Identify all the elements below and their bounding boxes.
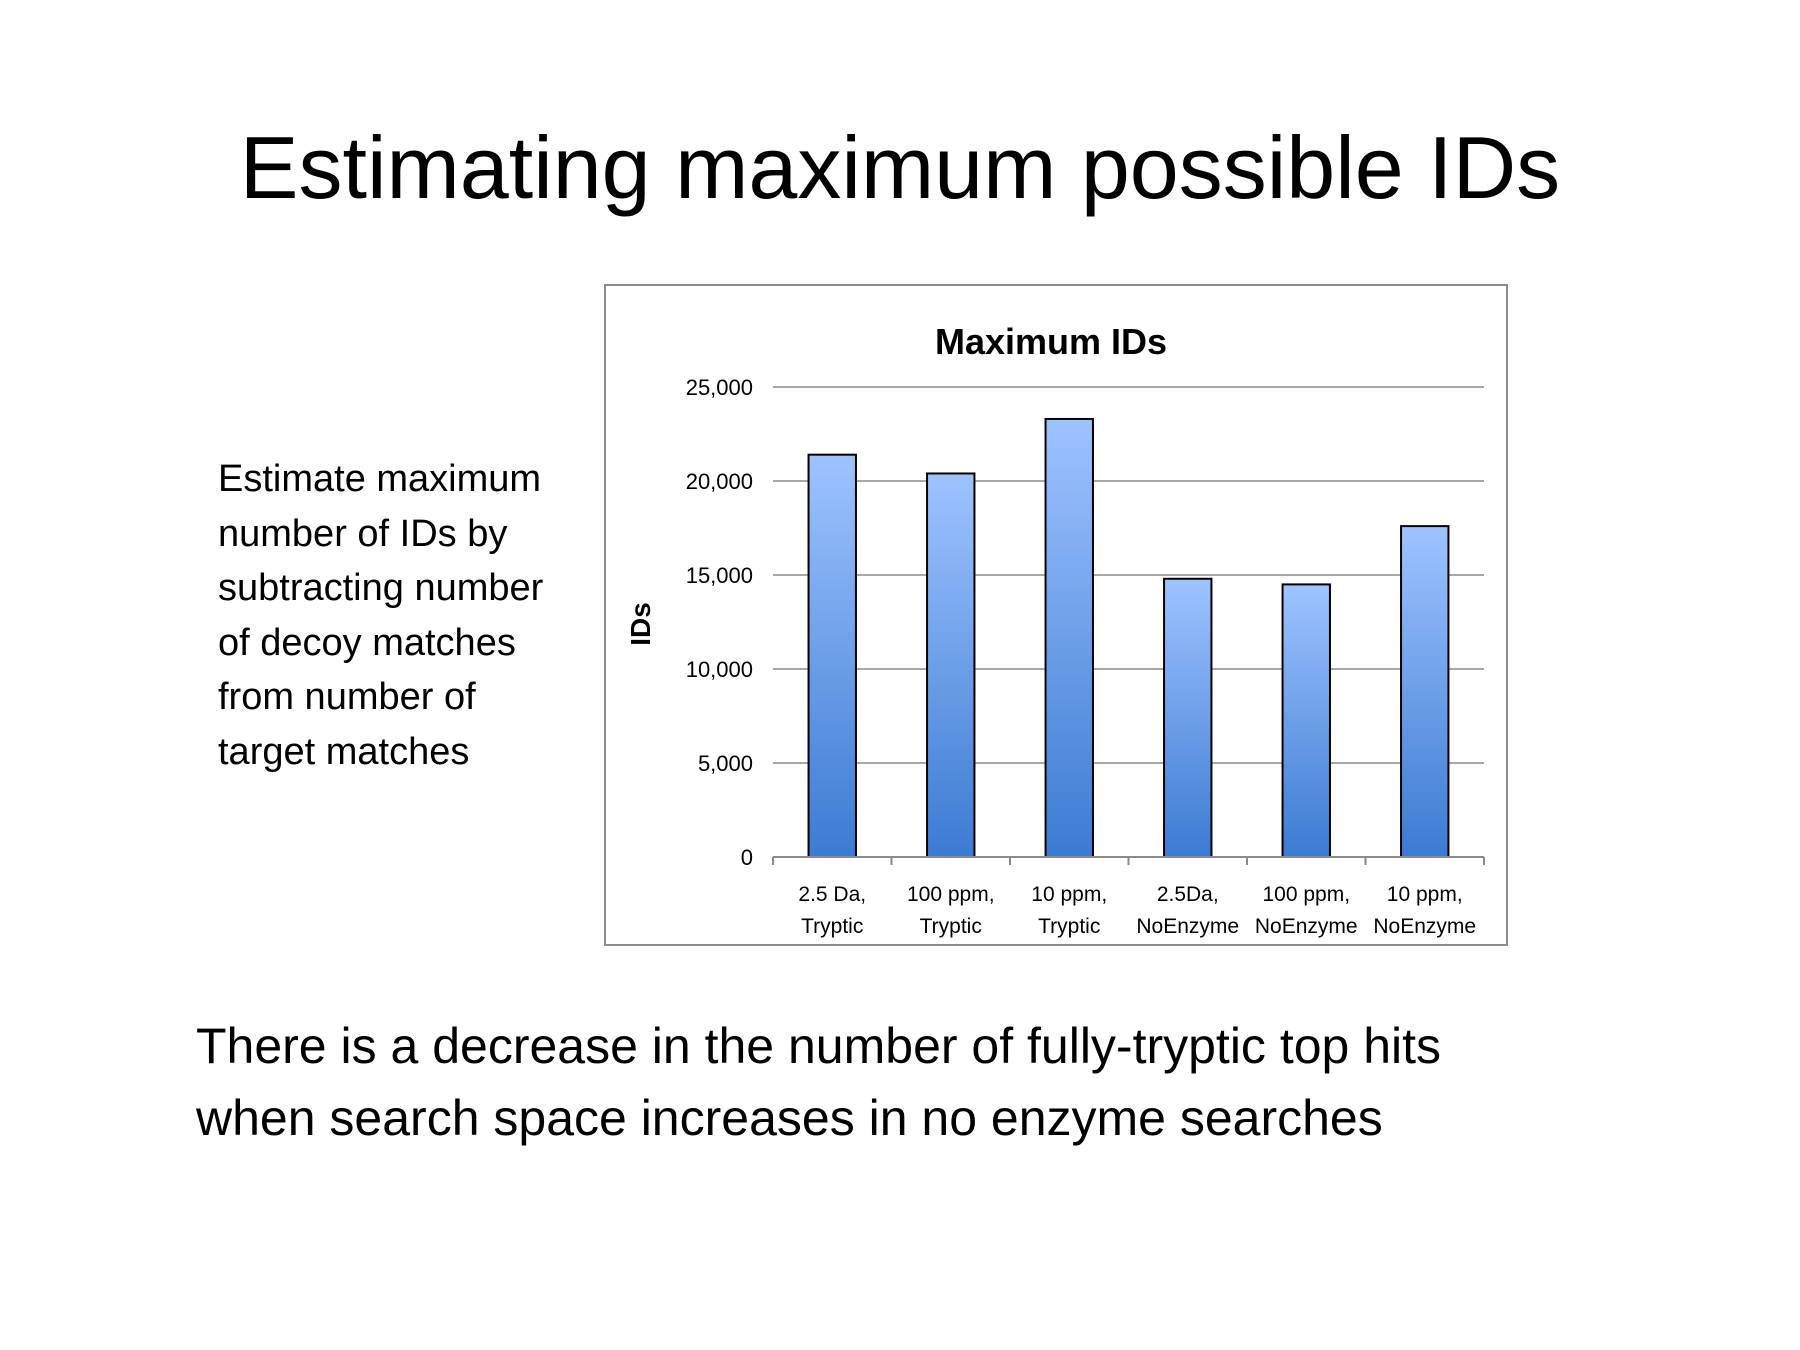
- side-description-line: number of IDs by: [218, 512, 508, 555]
- y-tick-label: 15,000: [686, 563, 753, 588]
- y-tick-label: 10,000: [686, 657, 753, 682]
- bar: [1400, 525, 1450, 858]
- y-axis-label: IDs: [625, 602, 656, 646]
- bar: [1044, 417, 1094, 859]
- bar: [1281, 583, 1331, 858]
- conclusion-text: There is a decrease in the number of ful…: [196, 1010, 1696, 1154]
- side-description-line: subtracting number: [218, 567, 544, 609]
- x-tick-label: 2.5 Da,: [798, 883, 866, 906]
- x-tick-label: NoEnzyme: [1136, 915, 1239, 938]
- grid-lines: [773, 386, 1484, 764]
- y-tick-labels: 0 5,000 10,000 15,000 20,000 25,000: [686, 375, 753, 870]
- bar-chart: Maximum IDs IDs 0 5,000 10,000 15,000 20,000…: [625, 321, 1485, 938]
- side-description: Estimate maximum number of IDs by subtra…: [218, 452, 598, 779]
- y-tick-label: 0: [741, 845, 753, 870]
- x-tick-label: 2.5Da,: [1157, 883, 1219, 906]
- x-tick-label: 10 ppm,: [1387, 883, 1463, 906]
- side-description-line: Estimate maximum: [218, 458, 542, 500]
- conclusion-line: There is a decrease in the number of ful…: [196, 1018, 1442, 1074]
- x-tick-label: NoEnzyme: [1373, 915, 1476, 938]
- chart-title: Maximum IDs: [935, 321, 1167, 362]
- x-tick-label: 10 ppm,: [1031, 883, 1107, 906]
- bars: [807, 417, 1450, 859]
- x-tick-label: 100 ppm,: [1262, 883, 1350, 906]
- bar: [807, 453, 857, 858]
- x-tick-label: Tryptic: [801, 915, 863, 938]
- y-tick-label: 25,000: [686, 375, 753, 400]
- slide-title: Estimating maximum possible IDs: [239, 118, 1561, 217]
- side-description-line: target matches: [218, 730, 470, 773]
- x-tick-label: Tryptic: [920, 915, 982, 938]
- x-tick-label: NoEnzyme: [1255, 915, 1358, 938]
- chart-frame: Maximum IDs IDs 0 5,000 10,000 15,000 20,000…: [604, 284, 1508, 946]
- x-tick-labels: 2.5 Da, Tryptic 100 ppm, Tryptic 10 ppm, Tryp…: [798, 883, 1476, 938]
- conclusion-line: when search space increases in no enzyme…: [196, 1090, 1383, 1146]
- x-tick-label: Tryptic: [1038, 915, 1100, 938]
- x-tick-label: 100 ppm,: [907, 883, 995, 906]
- bar: [1163, 577, 1213, 858]
- y-tick-label: 5,000: [698, 751, 753, 776]
- x-axis: [772, 856, 1485, 865]
- side-description-line: of decoy matches: [218, 621, 516, 664]
- side-description-line: from number of: [218, 676, 476, 718]
- y-tick-label: 20,000: [686, 469, 753, 494]
- bar: [926, 472, 976, 858]
